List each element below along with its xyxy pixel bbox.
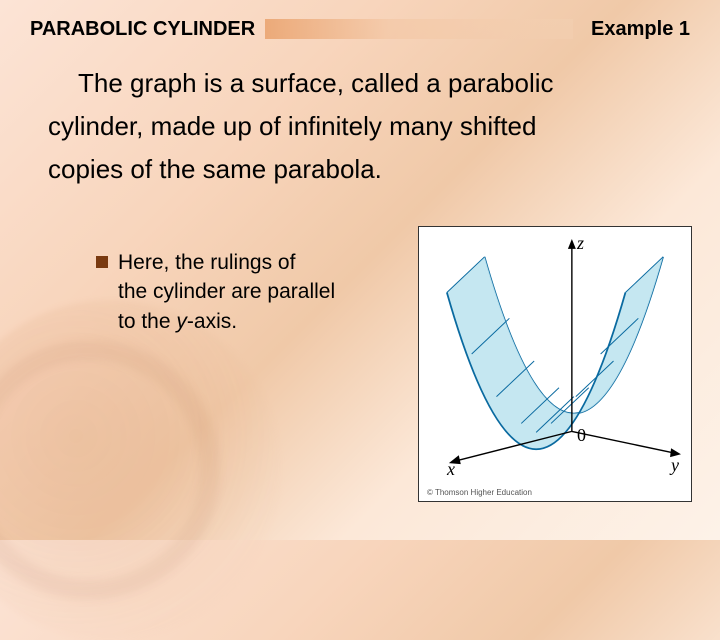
z-axis-arrow xyxy=(568,239,576,249)
axis-label-y: y xyxy=(671,455,679,476)
header-gradient xyxy=(265,19,573,39)
surface-fill xyxy=(447,257,663,449)
bullet-block: Here, the rulings of the cylinder are pa… xyxy=(96,248,396,336)
origin-label: 0 xyxy=(577,425,586,446)
axis-label-x: x xyxy=(447,459,455,480)
y-axis xyxy=(572,431,675,453)
figure-container: z 0 x y © Thomson Higher Education xyxy=(418,226,692,502)
bullet-line-3-prefix: to the xyxy=(118,310,176,333)
bullet-line-1: Here, the rulings of xyxy=(118,251,295,274)
axis-label-z: z xyxy=(577,233,584,254)
figure-copyright: © Thomson Higher Education xyxy=(427,488,532,497)
bullet-variable-y: y xyxy=(176,310,187,333)
body-paragraph: The graph is a surface, called a parabol… xyxy=(48,62,680,191)
body-line-1: The graph is a surface, called a parabol… xyxy=(78,62,680,105)
body-line-2: cylinder, made up of infinitely many shi… xyxy=(48,105,680,148)
example-label: Example 1 xyxy=(573,18,690,41)
figure-canvas: z 0 x y xyxy=(425,233,685,479)
bullet-square-icon xyxy=(96,256,108,268)
body-line-3: copies of the same parabola. xyxy=(48,148,680,191)
header: PARABOLIC CYLINDER Example 1 xyxy=(30,14,690,44)
bullet-line-3-suffix: -axis. xyxy=(187,310,237,333)
slide-title: PARABOLIC CYLINDER xyxy=(30,18,255,41)
parabolic-cylinder-svg xyxy=(425,233,685,479)
bullet-line-2: the cylinder are parallel xyxy=(118,280,335,303)
